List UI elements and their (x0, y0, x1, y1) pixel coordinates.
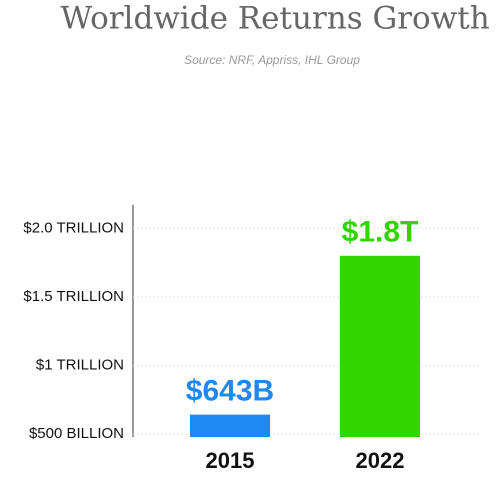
value-label: $643B (186, 375, 274, 408)
chart-subtitle: Source: NRF, Appriss, IHL Group (184, 53, 360, 67)
y-tick-label: $500 BILLION (29, 425, 124, 442)
bar (190, 414, 270, 437)
bar (340, 255, 420, 437)
x-tick-label: 2015 (206, 448, 255, 473)
x-tick-label: 2022 (356, 448, 405, 473)
chart-title: Worldwide Returns Growth (60, 1, 489, 37)
y-tick-label: $1.5 TRILLION (23, 288, 124, 305)
value-label: $1.8T (342, 216, 419, 249)
y-tick-label: $1 TRILLION (36, 357, 124, 374)
y-tick-label: $2.0 TRILLION (23, 219, 124, 236)
